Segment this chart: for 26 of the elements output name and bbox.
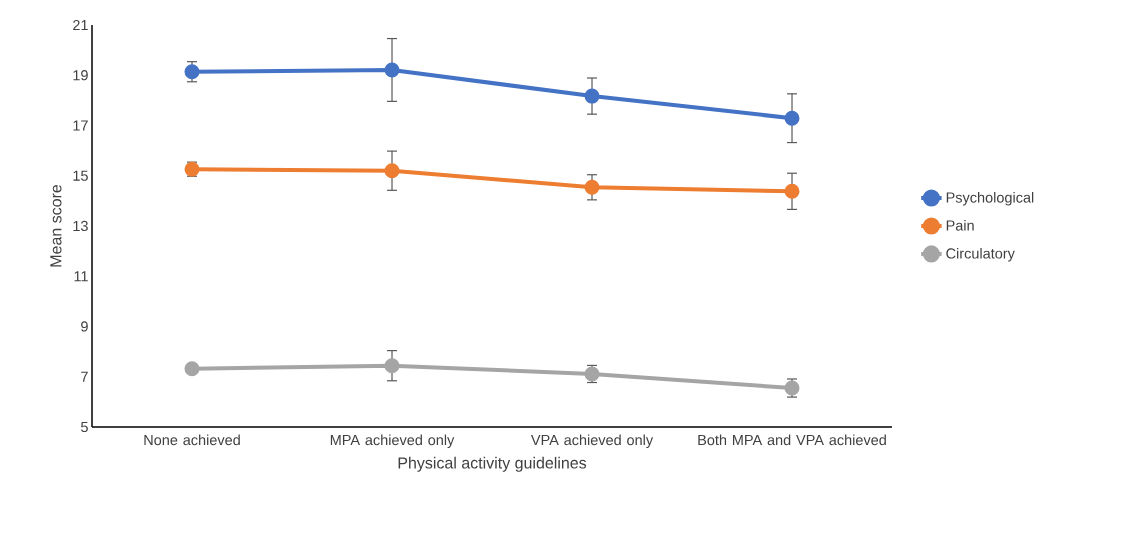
y-axis-title: Mean score [50,184,62,267]
y-tick-label: 9 [81,321,88,332]
y-tick-label: 13 [73,220,88,232]
point [384,163,400,179]
y-tick-label: 21 [73,19,88,31]
point [384,62,400,78]
point [784,110,800,126]
y-tick-label: 15 [73,170,88,181]
point [584,88,600,104]
point [784,183,800,199]
legend-label: Pain [946,219,974,231]
x-tick-label: Both MPA and VPA achieved [698,434,886,446]
point [584,179,600,195]
y-tick-label: 7 [81,371,88,382]
x-tick-label: VPA achieved only [530,434,654,449]
x-axis-title: Physical activity guidelines [398,456,587,472]
legend-label: Circulatory [946,247,1015,262]
y-tick-label: 19 [73,70,88,81]
x-tick-label: MPA achieved only [330,434,455,449]
point [184,361,200,377]
y-tick-label: 17 [73,120,88,131]
legend-label: Psychological [946,192,1034,206]
x-tick-label: None achieved [144,434,240,446]
point [384,358,400,374]
y-tick-label: 5 [81,421,88,433]
y-tick-label: 11 [74,271,88,282]
